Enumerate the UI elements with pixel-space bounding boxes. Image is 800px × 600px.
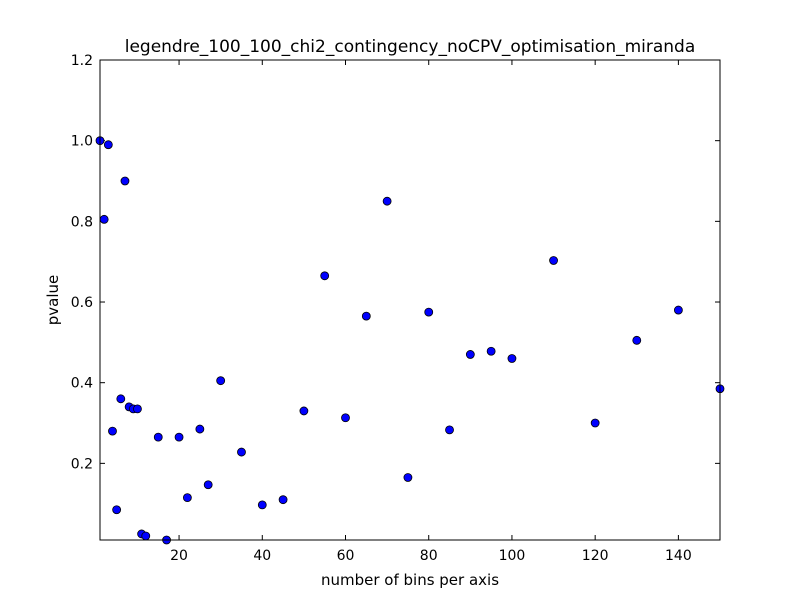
data-point [341,413,350,423]
data-point [299,406,309,416]
y-tick-label: 0.4 [71,376,93,392]
data-point [133,404,142,414]
data-point [465,350,475,359]
data-point [403,473,413,482]
data-point [673,305,683,315]
y-axis-label: pvalue [44,275,62,326]
data-point [237,447,246,457]
data-point [590,418,600,428]
data-points [95,136,725,545]
data-point [203,480,213,490]
x-tick-label: 140 [665,548,692,564]
data-point [99,214,109,224]
x-tick-label: 20 [170,548,188,564]
x-tick-label: 120 [582,548,609,564]
y-tick-label: 1.0 [71,134,93,150]
y-tick-label: 0.6 [71,295,93,311]
x-axis-label: number of bins per axis [321,571,499,589]
data-point [549,256,558,265]
x-tick-label: 60 [337,548,355,564]
y-tick-label: 0.2 [71,456,93,472]
data-point [361,311,371,321]
data-point [424,307,434,317]
data-point [216,376,226,386]
data-point [120,176,130,186]
axis-ticks: 20 40 60 80 100 120 140 0.2 0.4 0.6 0.8 1.0 1.2 [71,53,720,564]
x-tick-label: 80 [420,548,438,564]
data-point [116,394,126,404]
data-point [486,346,496,356]
data-point [112,505,122,515]
data-point [141,531,151,541]
x-tick-label: 40 [253,548,271,564]
data-point [320,271,330,281]
data-point [174,432,184,442]
data-point [382,196,392,206]
plot-area-frame [99,59,721,541]
x-tick-label: 100 [499,548,526,564]
data-point [445,425,454,435]
y-tick-label: 1.2 [71,53,93,69]
data-point [108,426,117,436]
y-tick-label: 0.8 [71,214,93,230]
data-point [195,424,205,434]
data-point [507,354,517,363]
data-point [257,500,267,510]
data-point [182,493,192,503]
data-point [103,140,113,150]
data-point [632,335,642,345]
data-point [153,432,163,442]
data-point [278,495,288,505]
chart-title: legendre_100_100_chi2_contingency_noCPV_… [125,37,696,57]
